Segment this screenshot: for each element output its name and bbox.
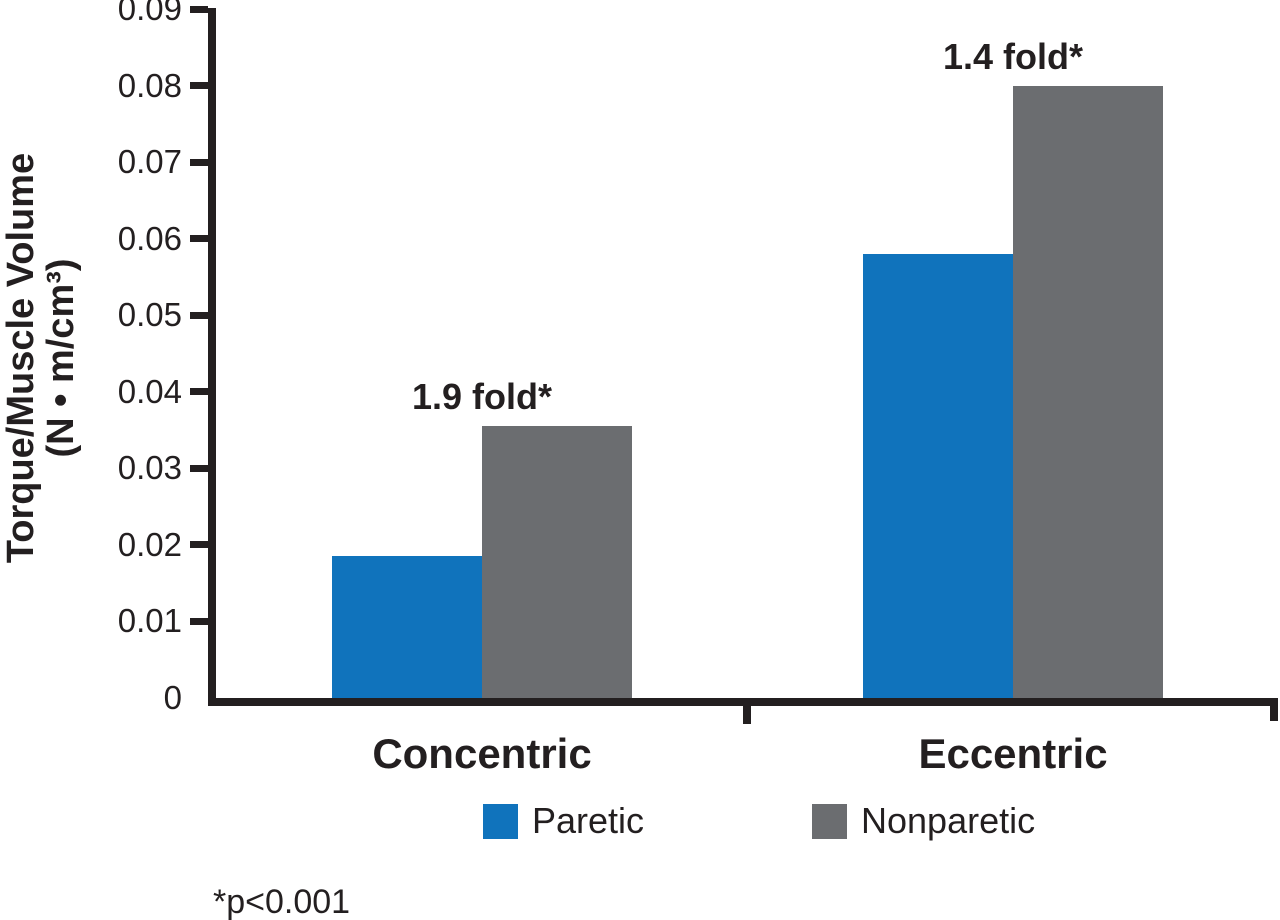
y-tick-mark <box>190 541 208 549</box>
y-tick-mark <box>190 235 208 243</box>
y-tick-mark <box>190 311 208 319</box>
legend-label-paretic: Paretic <box>532 800 645 841</box>
legend-item-nonparetic: Nonparetic <box>812 803 1035 839</box>
legend-item-paretic: Paretic <box>483 803 644 839</box>
y-tick-label: 0.02 <box>117 525 182 563</box>
y-tick-label: 0.06 <box>117 219 182 257</box>
y-axis-title: Torque/Muscle Volume (N • m/cm³) <box>0 152 82 564</box>
y-tick-label: 0.09 <box>117 0 182 27</box>
y-tick-label: 0.07 <box>117 143 182 181</box>
fold-annotation-concentric: 1.9 fold* <box>411 376 553 418</box>
y-tick-mark <box>190 617 208 625</box>
y-tick-mark <box>190 464 208 472</box>
fold-annotation-eccentric: 1.4 fold* <box>942 35 1084 77</box>
y-tick-mark <box>190 5 208 13</box>
y-tick-label: 0.08 <box>117 66 182 104</box>
category-label-concentric: Concentric <box>372 730 592 777</box>
bar-nonparetic-concentric <box>482 426 632 698</box>
legend-label-nonparetic: Nonparetic <box>861 800 1036 841</box>
footnote: *p<0.001 <box>213 883 351 920</box>
y-tick-mark <box>190 158 208 166</box>
bar-paretic-concentric <box>332 556 482 698</box>
y-tick-mark <box>190 388 208 396</box>
x-axis-end-tick <box>1270 698 1278 721</box>
legend-swatch-nonparetic <box>812 803 847 839</box>
y-axis-line <box>208 8 216 706</box>
category-label-eccentric: Eccentric <box>918 730 1108 777</box>
y-tick-mark <box>190 82 208 90</box>
y-tick-label: 0 <box>163 679 182 716</box>
bar-paretic-eccentric <box>863 253 1013 698</box>
x-axis-center-tick <box>743 698 751 724</box>
y-tick-label: 0.03 <box>117 449 182 487</box>
y-tick-label: 0.05 <box>117 296 182 334</box>
legend-swatch-paretic <box>483 803 518 839</box>
bar-nonparetic-eccentric <box>1013 85 1163 698</box>
y-axis-title-line1: Torque/Muscle Volume <box>0 152 42 564</box>
y-axis-title-line2: (N • m/cm³) <box>40 258 82 458</box>
y-tick-label: 0.04 <box>117 372 182 410</box>
y-tick-label: 0.01 <box>117 602 182 640</box>
